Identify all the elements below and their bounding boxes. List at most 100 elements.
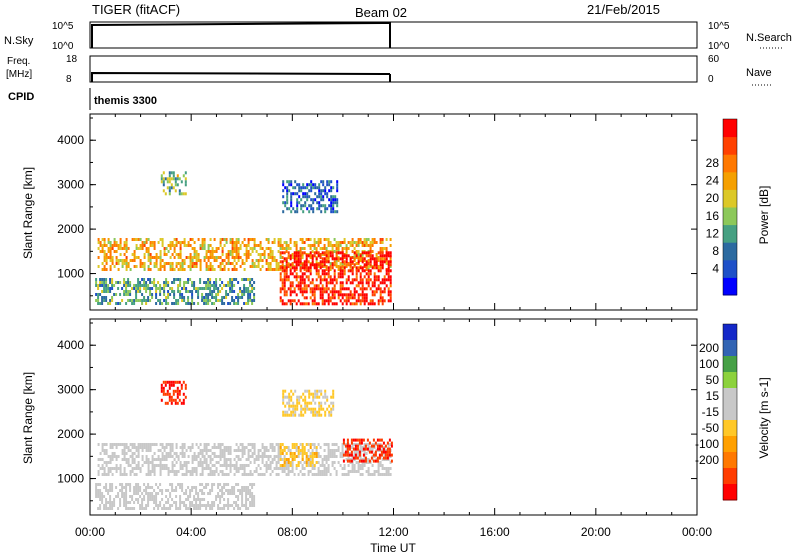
velocity-data-layer [95,380,393,510]
cpid-value: themis 3300 [94,95,157,107]
velocity-axes: 1000 2000 3000 4000 [57,319,698,515]
velocity-colorbar: 200 100 50 15 -15 -50 -100 -200 [695,323,738,501]
velocity-region-2 [279,443,318,467]
freq-label: Freq. [7,56,30,67]
velocity-colorbar-label: Velocity [m s-1] [757,377,771,458]
power-colorbar-segment [723,171,737,190]
power-data-layer [95,171,392,306]
x-tick-label: 00:00 [75,525,105,539]
velocity-region-4 [282,389,335,417]
power-colorbar-frame [722,118,738,296]
velocity-colorbar-segment [723,420,737,437]
velocity-colorbar-tick: 50 [706,373,720,387]
power-region-2 [95,278,256,305]
date-title: 21/Feb/2015 [587,2,660,17]
power-colorbar-segment [723,242,737,261]
power-colorbar-tick: 8 [712,244,719,258]
x-tick-label: 20:00 [581,525,611,539]
velocity-colorbar-segment [723,404,737,421]
velocity-frame [89,318,698,516]
power-colorbar-segment [723,136,737,155]
x-tick-label: 04:00 [176,525,206,539]
power-colorbar-label: Power [dB] [757,186,771,245]
velocity-colorbar-tick: 100 [699,357,719,371]
nsearch-tick-bottom: 10^0 [708,41,730,52]
cpid-label: CPID [8,91,34,103]
power-colorbar-segment [723,224,737,243]
power-colorbar-tick: 20 [706,191,720,205]
velocity-colorbar-segment [723,484,737,501]
power-region-3 [282,180,339,214]
velocity-colorbar-tick: -100 [695,437,719,451]
power-colorbar-tick: 4 [712,262,719,276]
velocity-ytick-label: 4000 [57,338,84,352]
power-ylabel: Slant Range [km] [21,167,35,259]
power-colorbar-tick: 28 [706,156,720,170]
power-colorbar-segment [723,207,737,226]
nsky-tick-bottom: 10^0 [52,41,74,52]
nsky-tick-top: 10^5 [52,21,74,32]
power-ytick-label: 4000 [57,133,84,147]
power-colorbar-tick: 12 [706,226,720,240]
velocity-ytick-label: 1000 [57,472,84,486]
velocity-colorbar-tick: -200 [695,453,719,467]
power-frame [89,113,698,311]
nsearch-label: N.Search [746,32,792,44]
velocity-colorbar-segment [723,372,737,389]
power-region-1 [279,251,392,306]
power-axes: 1000 2000 3000 4000 [57,114,698,310]
velocity-ylabel: Slant Range [km] [21,372,35,464]
velocity-colorbar-segment [723,324,737,341]
freq-unit-label: [MHz] [6,69,32,80]
freq-tick-bottom: 8 [66,74,72,85]
velocity-region-3 [342,438,393,463]
velocity-panel: 1000 2000 3000 4000 Slant Range [km] [21,318,698,516]
power-colorbar-segment [723,277,737,296]
nsky-label: N.Sky [4,35,34,47]
x-axis-label: Time UT [370,541,416,554]
power-colorbar-tick: 16 [706,209,720,223]
freq-panel [89,55,698,83]
power-colorbar-segment [723,154,737,173]
station-title: TIGER (fitACF) [92,2,180,17]
velocity-colorbar-frame [722,323,738,501]
x-axis-ticks: 00:00 04:00 08:00 12:00 16:00 20:00 00:00 [75,525,712,539]
velocity-colorbar-segment [723,468,737,485]
x-tick-label: 08:00 [277,525,307,539]
power-colorbar: 4 8 12 16 20 24 28 [706,118,738,296]
nave-tick-bottom: 0 [708,74,714,85]
power-ytick-label: 3000 [57,178,84,192]
nave-label: Nave [746,67,772,79]
nsearch-tick-top: 10^5 [708,21,730,32]
power-panel: 1000 2000 3000 4000 Slant Range [km] [21,113,698,311]
velocity-colorbar-segment [723,356,737,373]
velocity-region-1 [95,483,256,510]
power-ytick-label: 2000 [57,222,84,236]
velocity-region-5 [160,380,187,405]
nsky-panel [89,21,698,49]
velocity-ytick-label: 3000 [57,383,84,397]
nave-tick-top: 60 [708,54,720,65]
power-colorbar-segment [723,119,737,138]
velocity-colorbar-tick: 15 [706,389,720,403]
velocity-ytick-label: 2000 [57,427,84,441]
beam-title: Beam 02 [355,5,407,20]
velocity-colorbar-tick: -50 [702,421,720,435]
x-tick-label: 00:00 [682,525,712,539]
velocity-colorbar-segment [723,452,737,469]
nsky-trace [91,22,391,48]
power-colorbar-tick: 24 [706,174,720,188]
power-region-4 [160,171,187,196]
velocity-colorbar-tick: -15 [702,405,720,419]
power-colorbar-segment [723,189,737,208]
velocity-colorbar-tick: 200 [699,341,719,355]
power-colorbar-segment [723,259,737,278]
velocity-colorbar-segment [723,436,737,453]
freq-tick-top: 18 [66,54,78,65]
x-tick-label: 16:00 [480,525,510,539]
velocity-colorbar-segment [723,340,737,357]
freq-trace [91,71,391,82]
x-tick-label: 12:00 [378,525,408,539]
velocity-colorbar-segment [723,388,737,405]
